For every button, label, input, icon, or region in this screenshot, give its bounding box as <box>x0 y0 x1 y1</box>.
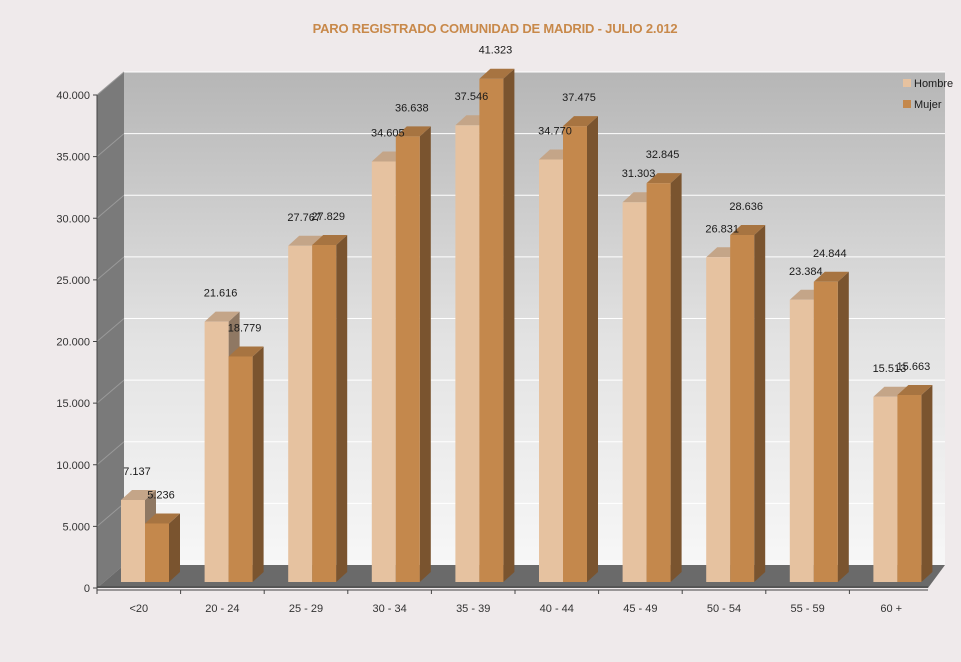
floor-edge <box>97 586 928 588</box>
data-label: 21.616 <box>204 288 238 300</box>
data-label: 18.779 <box>228 323 262 335</box>
bar-mujer <box>145 513 180 582</box>
gridline <box>96 256 125 281</box>
data-label: 5.236 <box>147 489 175 501</box>
data-label: 24.844 <box>813 248 847 260</box>
y-tick-label: 15.000 <box>56 398 90 410</box>
legend-label-hombre: Hombre <box>914 78 953 90</box>
data-label: 37.546 <box>455 91 489 103</box>
y-tick-label: 10.000 <box>56 460 90 472</box>
gridline <box>96 318 125 342</box>
gridline <box>96 133 125 158</box>
x-tick-label: 55 - 59 <box>790 603 824 615</box>
gridline <box>96 71 125 96</box>
data-label: 31.303 <box>622 168 656 180</box>
legend-swatch-mujer <box>903 100 911 108</box>
y-tick-label: 20.000 <box>56 337 90 349</box>
bar-mujer <box>479 68 515 582</box>
data-label: 27.829 <box>311 211 345 223</box>
x-tick-label: 20 - 24 <box>205 603 239 615</box>
bar-mujer <box>897 384 933 582</box>
data-label: 37.475 <box>562 92 596 104</box>
x-tick-label: 30 - 34 <box>372 603 406 615</box>
data-label: 15.663 <box>897 361 931 373</box>
x-tick-label: 50 - 54 <box>707 603 741 615</box>
x-tick-label: <20 <box>129 603 148 615</box>
gridline <box>96 194 125 219</box>
data-label: 28.636 <box>729 201 763 213</box>
x-tick-label: 60 + <box>880 603 902 615</box>
x-tick-label: 45 - 49 <box>623 603 657 615</box>
gridline <box>96 502 125 527</box>
data-label: 34.770 <box>538 125 572 137</box>
gridline <box>96 441 125 466</box>
chart-title: PARO REGISTRADO COMUNIDAD DE MADRID - JU… <box>312 21 678 36</box>
gridline <box>96 379 125 404</box>
data-label: 23.384 <box>789 266 823 278</box>
data-label: 32.845 <box>646 149 680 161</box>
bar-mujer <box>395 126 431 583</box>
x-tick-label: 25 - 29 <box>289 603 323 615</box>
y-tick-label: 25.000 <box>56 275 90 287</box>
data-label: 27.767 <box>287 212 321 224</box>
data-label: 34.605 <box>371 127 405 139</box>
bar-mujer <box>813 271 849 582</box>
x-tick-label: 35 - 39 <box>456 603 490 615</box>
x-tick-label: 40 - 44 <box>540 603 574 615</box>
bar-mujer <box>228 346 264 582</box>
y-tick-label: 35.000 <box>56 152 90 164</box>
data-label: 41.323 <box>479 45 513 57</box>
y-tick-label: 30.000 <box>56 213 90 225</box>
legend-swatch-hombre <box>903 79 911 87</box>
y-tick-label: 40.000 <box>56 90 90 102</box>
data-label: 15.513 <box>873 363 907 375</box>
data-label: 36.638 <box>395 102 429 114</box>
legend-label-mujer: Mujer <box>914 99 942 111</box>
y-tick-label: 0 <box>84 583 90 595</box>
bar-mujer <box>563 116 598 582</box>
bar-mujer <box>312 235 348 582</box>
data-label: 26.831 <box>705 223 739 235</box>
bar-mujer <box>646 173 682 583</box>
data-label: 7.137 <box>123 466 151 478</box>
bar-mujer <box>730 225 766 583</box>
y-tick-label: 5.000 <box>62 521 90 533</box>
